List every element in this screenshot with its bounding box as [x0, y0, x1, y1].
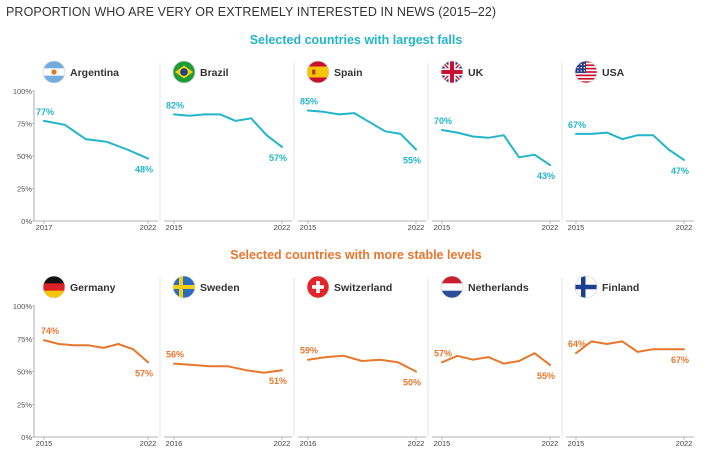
data-label: 64%: [568, 339, 586, 349]
group-subtitle-stable: Selected countries with more stable leve…: [230, 248, 482, 262]
y-tick-label: 100%: [13, 87, 33, 96]
data-label: 77%: [36, 107, 54, 117]
x-tick-label: 2015: [568, 439, 585, 448]
series-line: [307, 109, 417, 151]
data-label: 74%: [41, 326, 59, 336]
chart-finland: 2015 2022 Finland 64% 67%: [561, 275, 694, 448]
data-label: 57%: [135, 368, 153, 378]
chart-spain: 2015 2022 Spain 85% 55%: [293, 60, 426, 232]
series-line: [307, 354, 417, 373]
country-label: Switzerland: [334, 282, 392, 294]
x-tick-label: 2022: [274, 223, 291, 232]
x-tick-label: 2015: [568, 223, 585, 232]
data-label: 82%: [166, 100, 184, 110]
data-label: 48%: [135, 165, 153, 175]
data-label: 67%: [671, 355, 689, 365]
chart-argentina: 100% 75% 50% 25% 0% 2017 2022 Argentina 77% 48%: [13, 60, 158, 232]
series-line: [43, 119, 149, 160]
data-label: 56%: [166, 350, 184, 360]
spain-flag-icon: [307, 61, 329, 83]
data-label: 57%: [434, 348, 452, 358]
chart-uk: 2015 2022 UK 70% 43%: [427, 60, 560, 232]
series-line: [575, 340, 685, 355]
netherlands-flag-icon: [441, 276, 463, 298]
chart-usa: 2015 2022 USA 67% 47%: [561, 60, 694, 232]
data-label: 67%: [568, 120, 586, 130]
series-line: [575, 131, 685, 161]
series-line: [441, 129, 551, 167]
chart-switzerland: 2016 2022 Switzerland 59% 50%: [293, 275, 426, 448]
argentina-flag-icon: [43, 61, 65, 83]
x-tick-label: 2015: [434, 439, 451, 448]
group-subtitle-falls: Selected countries with largest falls: [249, 33, 463, 47]
series-line: [43, 339, 149, 364]
x-tick-label: 2022: [140, 439, 157, 448]
x-tick-label: 2022: [676, 223, 693, 232]
chart-brazil: 2015 2022 Brazil 82% 57%: [159, 60, 292, 232]
country-label: Finland: [602, 282, 639, 294]
x-tick-label: 2015: [300, 223, 317, 232]
country-label: Germany: [70, 282, 116, 294]
y-tick-label: 50%: [17, 368, 32, 377]
y-tick-label: 50%: [17, 152, 32, 161]
data-label: 85%: [300, 97, 318, 107]
chart-sweden: 2016 2022 Sweden 56% 51%: [159, 275, 292, 448]
y-tick-label: 100%: [13, 302, 33, 311]
x-tick-label: 2015: [166, 223, 183, 232]
chart-netherlands: 2015 2022 Netherlands 57% 55%: [427, 275, 560, 448]
country-label: Spain: [334, 67, 363, 79]
series-line: [441, 352, 551, 366]
data-label: 51%: [269, 376, 287, 386]
y-tick-label: 0%: [21, 217, 32, 226]
country-label: UK: [468, 67, 484, 79]
country-label: USA: [602, 67, 625, 79]
y-tick-label: 75%: [17, 120, 32, 129]
page-title: PROPORTION WHO ARE VERY OR EXTREMELY INT…: [6, 5, 497, 19]
country-label: Brazil: [200, 67, 229, 79]
x-tick-label: 2015: [36, 439, 53, 448]
country-label: Sweden: [200, 282, 240, 294]
switzerland-flag-icon: [307, 276, 329, 298]
finland-flag-icon: [575, 276, 597, 298]
data-label: 57%: [269, 153, 287, 163]
data-label: 47%: [671, 166, 689, 176]
x-tick-label: 2017: [36, 223, 53, 232]
uk-flag-icon: [441, 61, 463, 83]
usa-flag-icon: [575, 61, 597, 83]
chart-germany: 100% 75% 50% 25% 0% 2015 2022 Germany 74% 57%: [13, 275, 158, 448]
y-tick-label: 0%: [21, 433, 32, 442]
country-label: Argentina: [70, 67, 119, 79]
sweden-flag-icon: [173, 276, 195, 298]
x-tick-label: 2022: [676, 439, 693, 448]
germany-flag-icon: [43, 276, 65, 298]
y-tick-label: 75%: [17, 335, 32, 344]
x-tick-label: 2022: [140, 223, 157, 232]
x-tick-label: 2022: [542, 223, 559, 232]
x-tick-label: 2022: [274, 439, 291, 448]
x-tick-label: 2022: [408, 439, 425, 448]
x-tick-label: 2016: [300, 439, 317, 448]
x-tick-label: 2015: [434, 223, 451, 232]
series-line: [173, 113, 283, 148]
brazil-flag-icon: [173, 61, 195, 83]
data-label: 59%: [300, 346, 318, 356]
x-tick-label: 2022: [408, 223, 425, 232]
data-label: 70%: [434, 116, 452, 126]
data-label: 50%: [403, 378, 421, 388]
series-line: [173, 362, 283, 374]
data-label: 55%: [403, 156, 421, 166]
data-label: 43%: [537, 171, 555, 181]
y-tick-label: 25%: [17, 400, 32, 409]
x-tick-label: 2022: [542, 439, 559, 448]
y-tick-label: 25%: [17, 185, 32, 194]
country-label: Netherlands: [468, 282, 529, 294]
x-tick-label: 2016: [166, 439, 183, 448]
data-label: 55%: [537, 371, 555, 381]
